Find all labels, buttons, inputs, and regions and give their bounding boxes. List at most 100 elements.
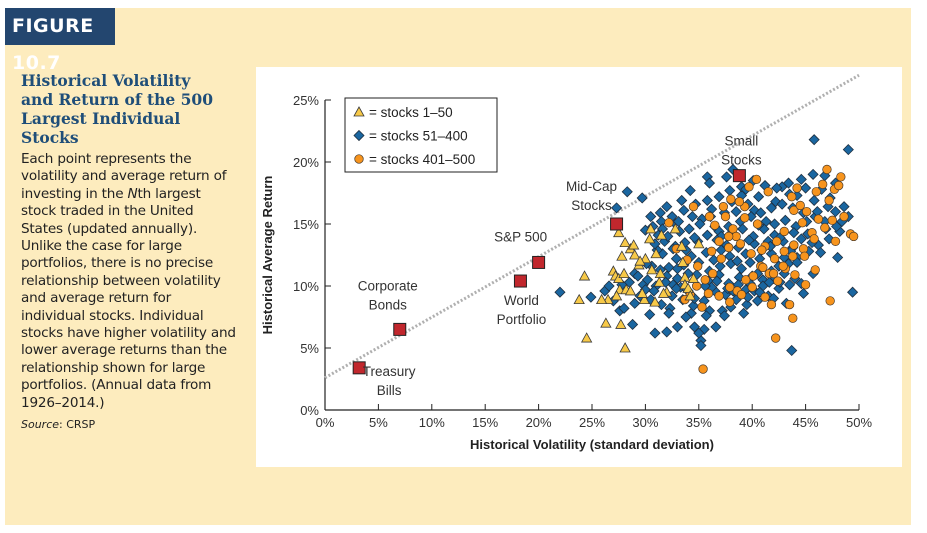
diamond-point [721,171,733,183]
figure-title-line: Historical Volatility [21,71,191,90]
circle-point [751,174,762,185]
portfolio-label: Stocks [571,198,612,213]
circle-point [688,201,699,212]
diamond-point [670,282,682,295]
diamond-point [661,326,673,338]
triangle-point [580,332,593,343]
circle-point [788,313,798,323]
diamond-point [688,232,701,244]
circle-point [795,200,805,211]
circle-point [800,280,811,290]
circle-point [726,194,736,204]
diamond-point [832,251,844,264]
diamond-point [755,207,767,219]
diamond-point [786,344,798,357]
diamond-point [663,261,675,273]
diamond-point [672,215,685,228]
triangle-point [619,236,631,248]
diamond-point [779,214,791,226]
diamond-point [661,201,673,213]
source-value: : CRSP [59,418,96,432]
diamond-point [718,310,730,322]
circle-point [834,180,844,191]
diamond-point [788,227,800,239]
y-axis-title: Historical Average Return [260,176,275,335]
diamond-point [703,177,716,189]
legend-diamond-icon [353,129,365,142]
diamond-point [618,302,630,314]
portfolio-square [352,361,366,375]
circle-point [693,261,703,271]
diamond-point [678,204,690,216]
triangle-point [613,226,625,238]
diamond-point [621,186,633,198]
portfolio-label: Mid-Cap [566,179,617,194]
circle-point [725,297,735,307]
legend-label: = stocks 51–400 [369,129,468,144]
triangle-point [657,287,670,298]
triangle-point [643,233,656,244]
diamond-point [663,307,675,319]
diamond-point [765,202,777,214]
diamond-point [829,206,842,218]
circle-point [768,268,779,279]
diamond-point [610,202,623,214]
diamond-point [701,229,713,241]
circle-point [735,239,746,249]
circle-point [747,282,757,292]
circle-point [802,206,812,217]
x-tick-label: 5% [369,415,388,430]
description-text-italic: N [127,185,138,202]
diamond-point [731,255,743,267]
circle-point [704,211,715,222]
circle-point [779,246,789,256]
circle-point [772,236,782,247]
x-tick-label: 25% [579,415,605,430]
diamond-point [710,321,722,333]
triangle-point [646,264,658,275]
diamond-point [636,192,648,204]
circle-point [779,226,789,237]
circle-point [697,302,707,312]
x-tick-label: 40% [739,415,765,430]
legend-triangle-icon [353,106,365,117]
diamond-point [670,253,682,265]
diamond-point [730,206,742,218]
diamond-point [649,327,661,339]
legend-label: = stocks 1–50 [369,105,453,120]
circle-point [740,213,750,223]
diamond-point [769,218,781,230]
diamond-point [838,201,850,213]
circle-point [700,275,710,285]
diamond-point [741,299,753,311]
circle-point [773,276,783,286]
triangle-point [595,293,608,305]
x-tick-label: 30% [632,415,658,430]
portfolio-square [732,169,746,183]
figure-title: Historical Volatility and Return of the … [21,71,236,147]
diamond-point [648,285,660,297]
triangle-point [573,293,585,305]
triangle-point [676,240,688,251]
diamond-point [644,308,656,321]
triangle-point [634,255,646,266]
portfolio-label: Stocks [721,153,762,168]
circle-point [792,183,802,193]
diamond-point [737,223,749,235]
triangle-point [682,282,694,293]
source-label: Source [21,418,60,432]
diamond-point [724,184,736,197]
circle-point [790,270,800,280]
circle-point [736,290,747,300]
triangle-point [639,252,652,264]
legend-label: = stocks 401–500 [369,152,475,167]
x-tick-label: 0% [316,415,335,430]
portfolio-square [393,322,407,336]
diamond-point [671,321,684,333]
circle-point [746,249,756,259]
y-tick-label: 10% [293,279,319,294]
triangle-point [653,276,665,287]
circle-point [787,192,797,202]
triangle-point [627,239,640,250]
portfolio-label: Bonds [369,297,408,312]
